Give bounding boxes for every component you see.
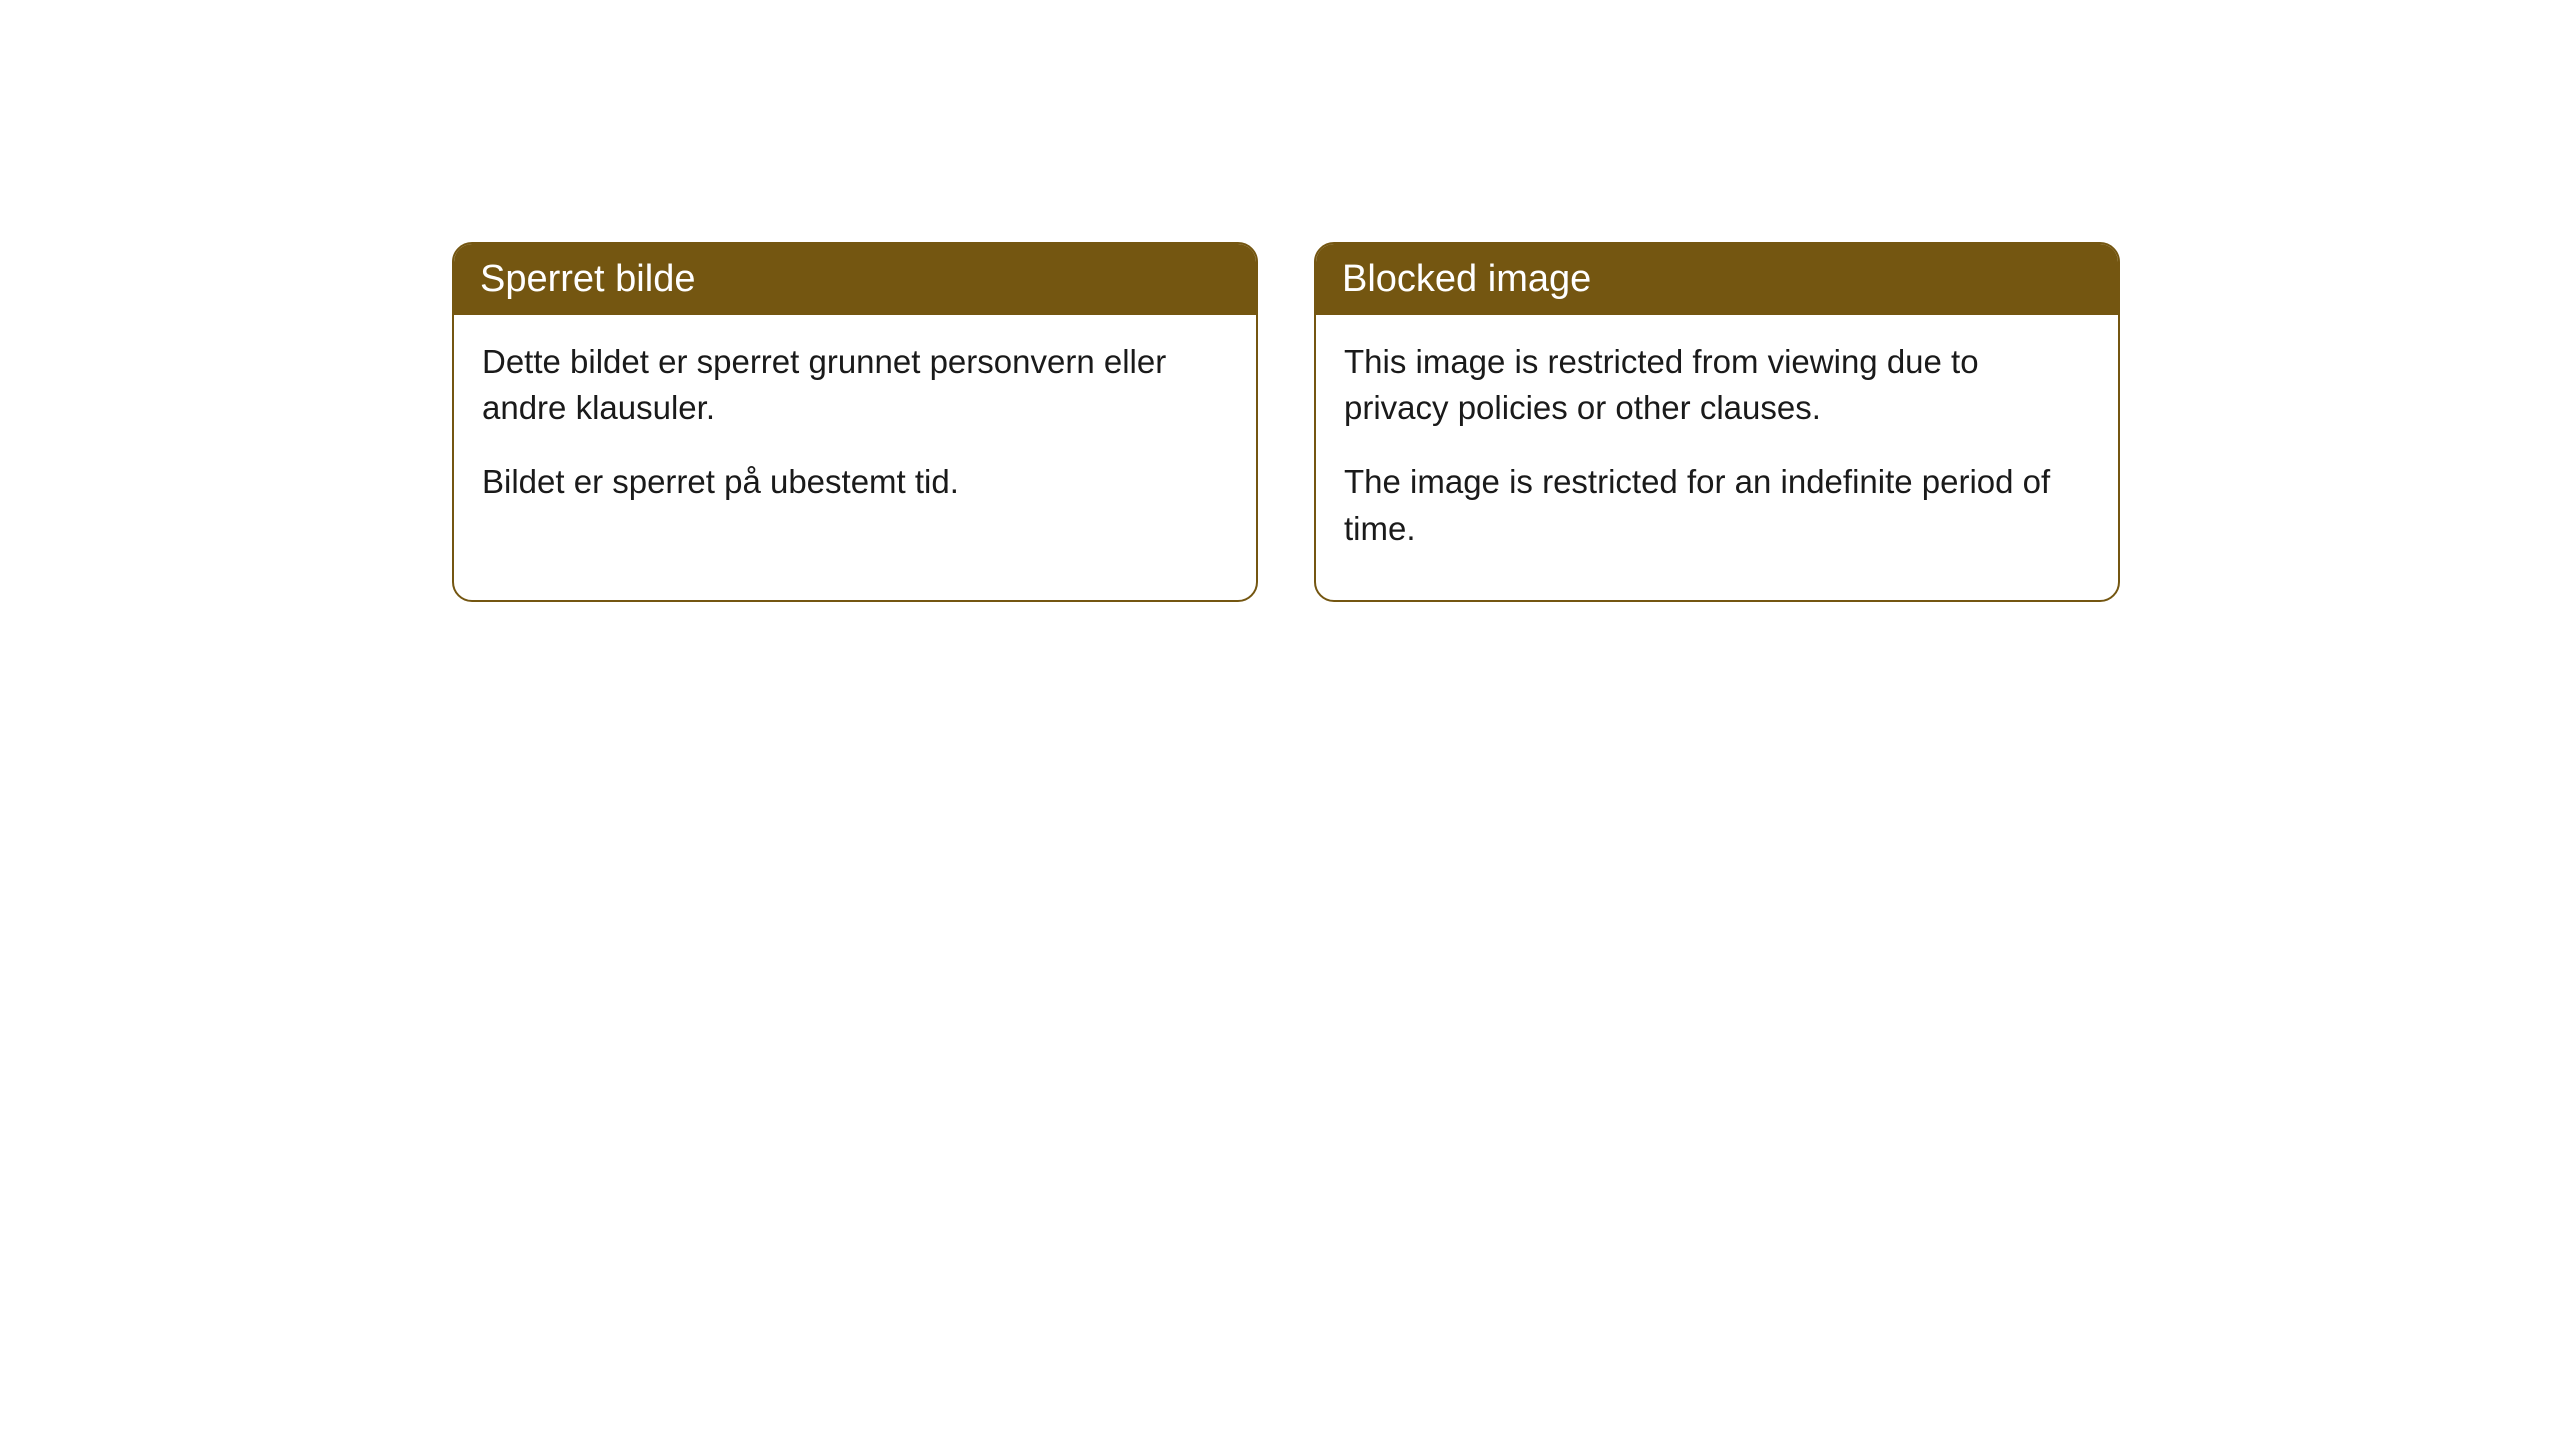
card-paragraph-1-norwegian: Dette bildet er sperret grunnet personve… (482, 339, 1228, 431)
card-paragraph-2-english: The image is restricted for an indefinit… (1344, 459, 2090, 551)
card-header-english: Blocked image (1316, 244, 2118, 315)
cards-container: Sperret bilde Dette bildet er sperret gr… (0, 0, 2560, 602)
blocked-image-card-norwegian: Sperret bilde Dette bildet er sperret gr… (452, 242, 1258, 602)
card-paragraph-2-norwegian: Bildet er sperret på ubestemt tid. (482, 459, 1228, 505)
card-body-english: This image is restricted from viewing du… (1316, 315, 2118, 600)
card-body-norwegian: Dette bildet er sperret grunnet personve… (454, 315, 1256, 554)
blocked-image-card-english: Blocked image This image is restricted f… (1314, 242, 2120, 602)
card-header-norwegian: Sperret bilde (454, 244, 1256, 315)
card-paragraph-1-english: This image is restricted from viewing du… (1344, 339, 2090, 431)
